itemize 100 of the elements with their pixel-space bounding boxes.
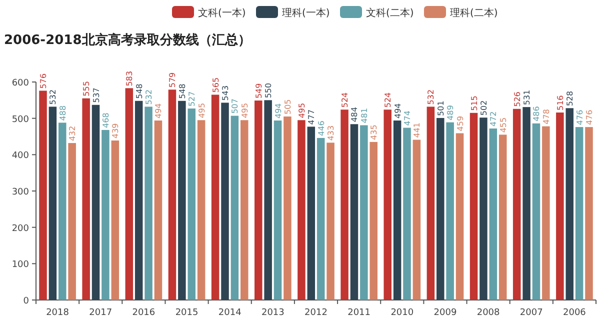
bar bbox=[154, 120, 162, 300]
data-label: 524 bbox=[384, 92, 393, 108]
y-tick-label: 200 bbox=[12, 224, 30, 234]
data-label: 532 bbox=[144, 89, 154, 105]
legend-label: 理科(二本) bbox=[450, 7, 498, 19]
bar bbox=[178, 100, 186, 300]
bar bbox=[316, 138, 325, 300]
bar bbox=[92, 104, 100, 300]
bar bbox=[542, 126, 550, 300]
data-label: 528 bbox=[566, 90, 575, 106]
data-label: 433 bbox=[326, 125, 336, 141]
bar bbox=[522, 107, 530, 300]
y-tick-label: 400 bbox=[12, 151, 30, 162]
data-label: 495 bbox=[240, 102, 250, 118]
data-label: 474 bbox=[403, 110, 412, 126]
bar bbox=[134, 100, 143, 300]
bar bbox=[403, 128, 411, 300]
y-tick-label: 500 bbox=[12, 114, 30, 125]
bar bbox=[326, 142, 334, 300]
data-label: 526 bbox=[512, 92, 522, 107]
data-label: 432 bbox=[68, 126, 78, 142]
x-tick-label: 2008 bbox=[476, 308, 500, 318]
data-label: 455 bbox=[498, 117, 508, 133]
bar bbox=[412, 140, 421, 300]
data-label: 486 bbox=[532, 106, 542, 122]
x-tick-label: 2006 bbox=[563, 308, 586, 318]
data-label: 446 bbox=[316, 120, 326, 136]
bar bbox=[426, 106, 435, 300]
bar bbox=[307, 126, 316, 300]
data-label: 583 bbox=[125, 70, 134, 86]
data-label: 516 bbox=[556, 95, 565, 111]
bar bbox=[512, 108, 521, 300]
legend-label: 文科(一本) bbox=[198, 7, 246, 19]
bar bbox=[39, 90, 47, 300]
bar bbox=[240, 120, 248, 300]
bar bbox=[211, 94, 220, 300]
data-label: 507 bbox=[230, 98, 240, 114]
data-label: 532 bbox=[426, 89, 436, 105]
bar bbox=[230, 116, 239, 300]
data-label: 468 bbox=[101, 112, 110, 128]
data-label: 543 bbox=[221, 85, 230, 101]
x-tick-label: 2016 bbox=[132, 308, 156, 318]
bar bbox=[470, 112, 478, 300]
data-label: 579 bbox=[168, 72, 178, 88]
data-label: 477 bbox=[307, 109, 316, 125]
data-label: 476 bbox=[585, 110, 594, 126]
legend-label: 文科(二本) bbox=[366, 7, 414, 19]
data-label: 537 bbox=[92, 88, 101, 103]
y-tick-label: 300 bbox=[12, 188, 30, 198]
data-label: 441 bbox=[412, 122, 422, 138]
data-label: 488 bbox=[58, 105, 68, 121]
bar bbox=[566, 108, 574, 300]
data-label: 484 bbox=[350, 106, 360, 122]
data-label: 495 bbox=[197, 102, 206, 118]
data-label: 489 bbox=[446, 105, 456, 120]
data-label: 505 bbox=[283, 99, 292, 115]
data-label: 576 bbox=[39, 73, 48, 89]
data-label: 478 bbox=[542, 109, 551, 124]
bar bbox=[221, 102, 229, 300]
bar bbox=[446, 122, 454, 300]
data-label: 459 bbox=[456, 116, 465, 132]
bar bbox=[498, 134, 507, 300]
data-label: 549 bbox=[254, 83, 264, 99]
data-label: 494 bbox=[274, 103, 283, 119]
bar bbox=[350, 124, 358, 300]
data-label: 494 bbox=[154, 103, 164, 119]
x-tick-label: 2011 bbox=[348, 308, 371, 318]
chart-title: 2006-2018北京高考录取分数线（汇总） bbox=[4, 32, 251, 48]
bar bbox=[125, 88, 134, 300]
bar bbox=[575, 127, 584, 300]
x-tick-label: 2017 bbox=[89, 308, 112, 318]
x-tick-label: 2014 bbox=[218, 308, 242, 318]
x-tick-label: 2007 bbox=[520, 308, 543, 318]
data-label: 435 bbox=[370, 124, 379, 140]
bar bbox=[585, 127, 593, 300]
bar bbox=[168, 90, 176, 300]
bar bbox=[58, 122, 66, 300]
data-label: 524 bbox=[340, 92, 350, 108]
data-label: 501 bbox=[436, 100, 446, 116]
bar bbox=[456, 133, 464, 300]
bar bbox=[532, 123, 540, 300]
data-label: 495 bbox=[297, 102, 306, 118]
data-label: 472 bbox=[489, 111, 498, 127]
y-tick-label: 100 bbox=[12, 260, 30, 270]
y-tick-label: 600 bbox=[12, 78, 30, 88]
x-tick-label: 2010 bbox=[390, 308, 414, 318]
x-tick-label: 2012 bbox=[304, 308, 328, 318]
bar bbox=[197, 120, 206, 300]
data-label: 481 bbox=[360, 108, 369, 124]
bar bbox=[111, 140, 120, 300]
bar bbox=[370, 142, 378, 300]
data-label: 548 bbox=[178, 84, 187, 99]
bar bbox=[298, 120, 306, 300]
bar bbox=[264, 100, 272, 300]
data-label: 550 bbox=[264, 82, 274, 98]
y-tick-label: 0 bbox=[23, 296, 30, 306]
data-label: 502 bbox=[479, 100, 488, 116]
bar bbox=[188, 108, 196, 300]
bar bbox=[82, 98, 90, 300]
legend-label: 理科(一本) bbox=[282, 7, 330, 19]
